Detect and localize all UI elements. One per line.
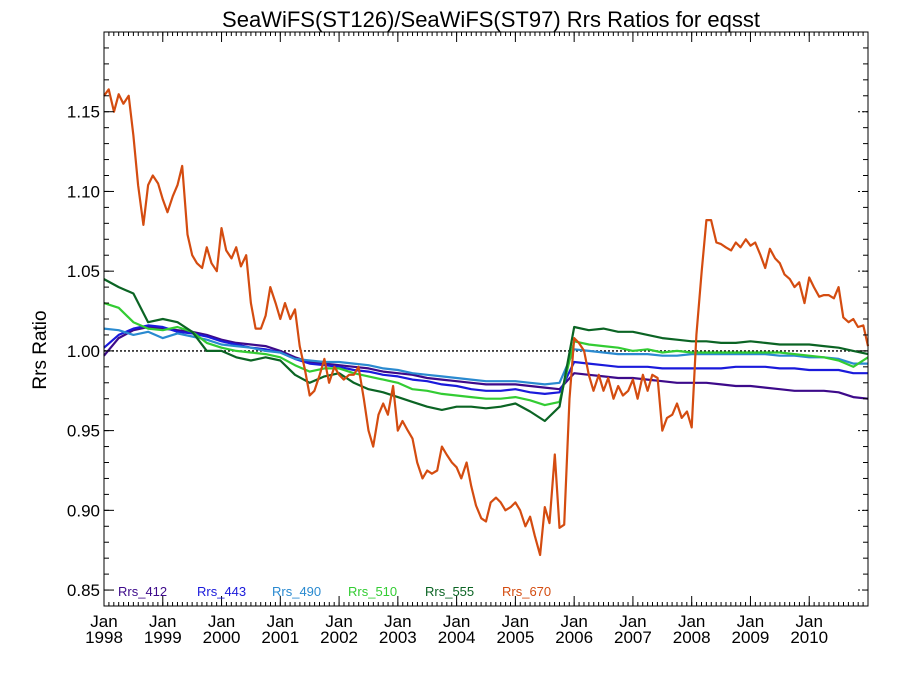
y-tick-label: 0.85: [67, 581, 100, 600]
y-tick-label: 0.95: [67, 422, 100, 441]
series-line-rrs-555: [103, 278, 869, 423]
x-tick-label-year: 1998: [85, 628, 123, 647]
legend-entry-rrs-412: Rrs_412: [118, 584, 167, 599]
series-line-rrs-490: [103, 327, 868, 386]
x-tick-label-year: 2002: [320, 628, 358, 647]
legend-entry-rrs-670: Rrs_670: [502, 584, 551, 599]
x-tick-label-month: Jan: [267, 612, 294, 631]
x-tick-label-month: Jan: [502, 612, 529, 631]
x-tick-label-year: 2007: [614, 628, 652, 647]
series-line-rrs-670: [103, 88, 870, 557]
y-axis-label: Rrs Ratio: [30, 310, 51, 389]
legend-entry-rrs-555: Rrs_555: [425, 584, 474, 599]
legend: Rrs_412 Rrs_443 Rrs_490 Rrs_510 Rrs_555 Rrs_6…: [118, 584, 551, 599]
axes: 0.850.900.951.001.051.101.15Jan1998Jan19…: [67, 31, 869, 647]
x-tick-label-month: Jan: [678, 612, 705, 631]
x-tick-label-year: 2005: [496, 628, 534, 647]
series-line-rrs-412: [103, 325, 869, 400]
x-tick-label-month: Jan: [619, 612, 646, 631]
x-tick-label-year: 2000: [203, 628, 241, 647]
chart-title: SeaWiFS(ST126)/SeaWiFS(ST97) Rrs Ratios …: [222, 7, 760, 32]
series-line-rrs-443: [103, 324, 868, 395]
x-tick-label-year: 2010: [790, 628, 828, 647]
x-tick-label-month: Jan: [384, 612, 411, 631]
legend-entry-rrs-510: Rrs_510: [348, 584, 397, 599]
legend-entry-rrs-443: Rrs_443: [197, 584, 246, 599]
x-tick-label-year: 2001: [261, 628, 299, 647]
y-tick-label: 1.15: [67, 103, 100, 122]
x-tick-label-month: Jan: [90, 612, 117, 631]
x-tick-label-year: 2008: [673, 628, 711, 647]
x-tick-label-year: 2009: [732, 628, 770, 647]
x-tick-label-month: Jan: [208, 612, 235, 631]
x-tick-label-month: Jan: [796, 612, 823, 631]
x-tick-label-year: 2004: [438, 628, 476, 647]
y-tick-label: 1.10: [67, 182, 100, 201]
x-tick-label-year: 1999: [144, 628, 182, 647]
plot-area: [103, 88, 870, 557]
x-tick-label-month: Jan: [149, 612, 176, 631]
x-tick-label-year: 2006: [555, 628, 593, 647]
legend-entry-rrs-490: Rrs_490: [272, 584, 321, 599]
series-line-rrs-510: [103, 302, 869, 407]
x-tick-label-month: Jan: [443, 612, 470, 631]
x-tick-label-month: Jan: [560, 612, 587, 631]
x-tick-label-year: 2003: [379, 628, 417, 647]
x-tick-label-month: Jan: [737, 612, 764, 631]
y-tick-label: 1.00: [67, 342, 100, 361]
y-tick-label: 1.05: [67, 262, 100, 281]
x-tick-label-month: Jan: [325, 612, 352, 631]
y-tick-label: 0.90: [67, 501, 100, 520]
